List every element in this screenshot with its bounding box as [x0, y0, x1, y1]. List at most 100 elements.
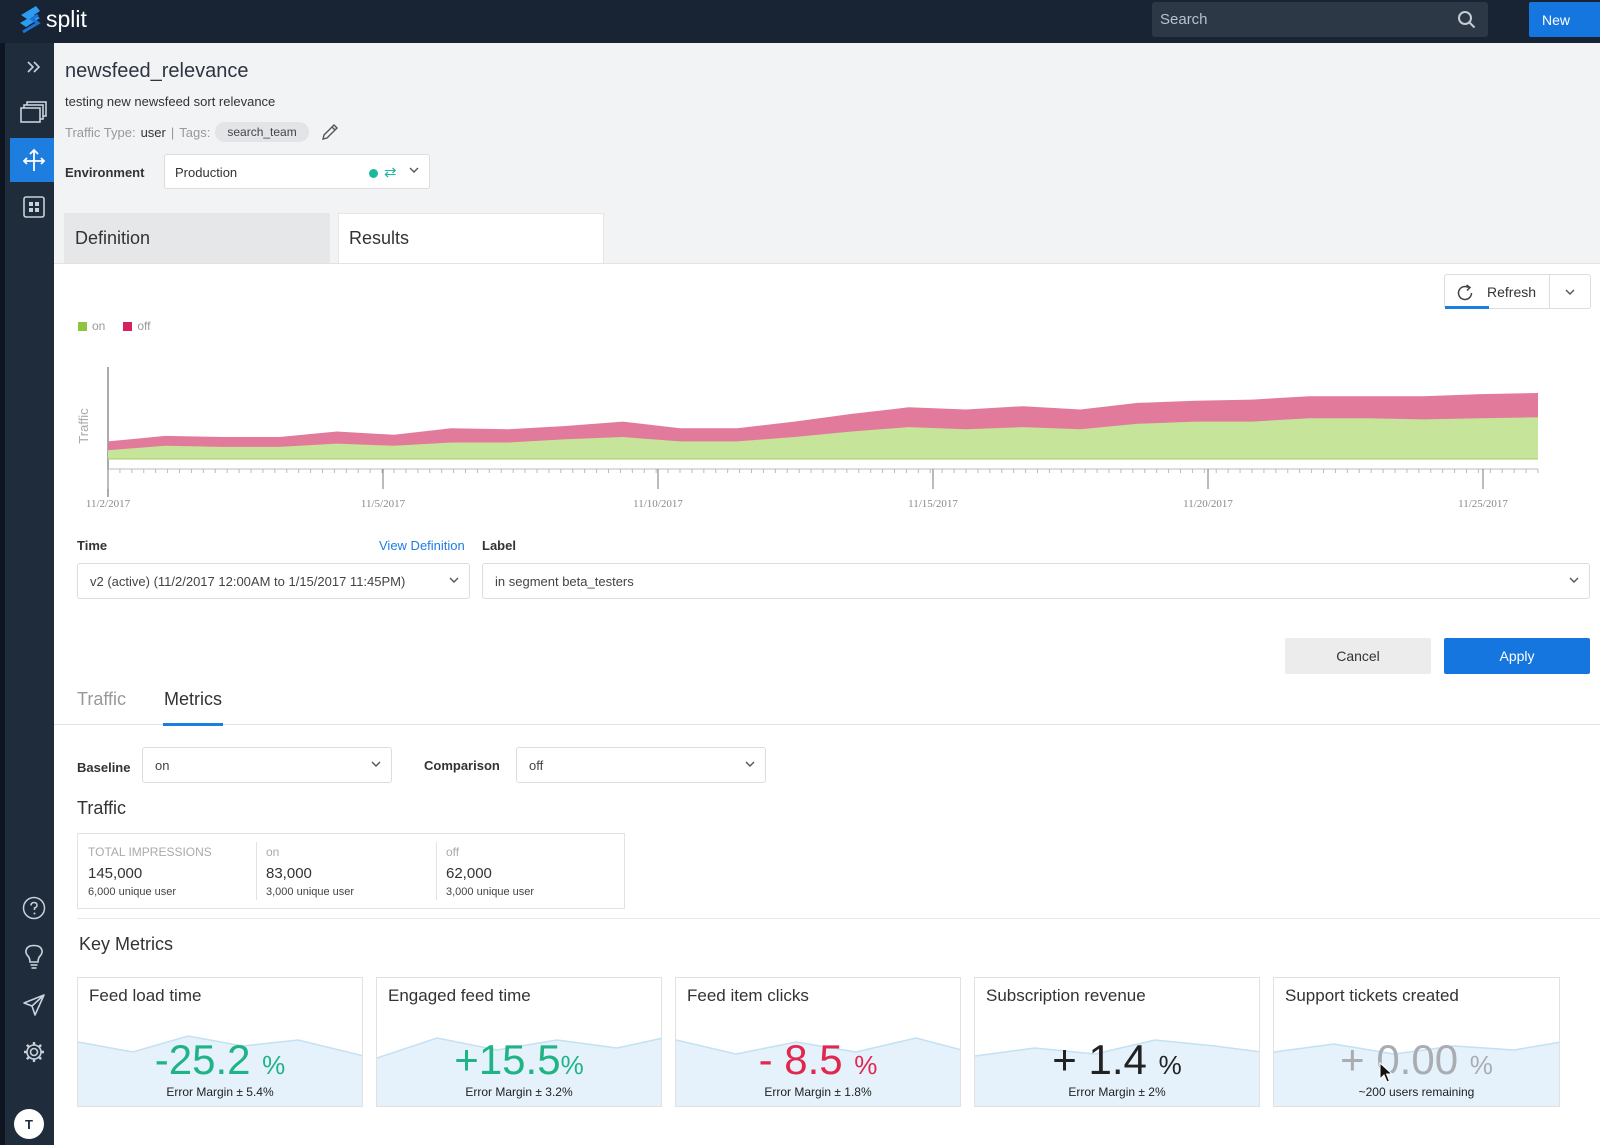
comparison-value: off [529, 758, 544, 773]
metric-card-value: - 8.5 % [676, 1036, 960, 1084]
tab-definition[interactable]: Definition [64, 213, 330, 263]
metric-card[interactable]: Engaged feed time +15.5% Error Margin ± … [376, 977, 662, 1107]
main-content: newsfeed_relevance testing new newsfeed … [54, 43, 1600, 1145]
metric-card[interactable]: Subscription revenue + 1.4 % Error Margi… [974, 977, 1260, 1107]
status-dot-icon [369, 169, 378, 178]
traffic-cell-header: off [446, 845, 460, 859]
traffic-cell-value: 62,000 [446, 865, 492, 882]
metric-card-title: Feed load time [89, 986, 202, 1005]
environment-select[interactable]: Production ⇄ [164, 154, 430, 189]
chevron-down-icon [1569, 577, 1579, 583]
metric-card[interactable]: Support tickets created + 0.00 % ~200 us… [1273, 977, 1560, 1107]
legend-item-off: off [123, 319, 150, 333]
metric-value: + 1.4 [1052, 1036, 1147, 1083]
environment-value: Production [175, 165, 238, 180]
nav-item-splits[interactable] [10, 138, 58, 182]
split-logo[interactable]: split [16, 4, 87, 34]
metric-card-sub: Error Margin ± 2% [1068, 1085, 1166, 1099]
split-meta: Traffic Type: user | Tags: search_team [65, 122, 340, 142]
top-bar: split Search New [0, 0, 1600, 43]
brand-name: split [46, 5, 87, 32]
metric-card[interactable]: Feed load time -25.2 % Error Margin ± 5.… [77, 977, 363, 1107]
metric-card-sub: Error Margin ± 5.4% [166, 1085, 274, 1099]
sparkline-background [975, 1039, 1259, 1106]
chart-legend: on off [78, 319, 150, 333]
nav-item-settings[interactable] [10, 1030, 58, 1074]
chevron-down-icon [1565, 289, 1575, 295]
comparison-label: Comparison [424, 758, 500, 773]
split-logo-icon [20, 6, 41, 34]
baseline-select[interactable]: on [142, 747, 392, 783]
sparkline-background [377, 1037, 661, 1106]
lightbulb-icon [25, 944, 43, 969]
nav-item-feedback[interactable] [10, 983, 58, 1027]
metric-value: - 8.5 [758, 1036, 843, 1083]
search-placeholder: Search [1160, 11, 1208, 28]
traffic-cell-header: on [266, 845, 280, 859]
time-label: Time [77, 538, 108, 553]
metric-card-sub: Error Margin ± 3.2% [465, 1085, 573, 1099]
double-chevron-right-icon [27, 61, 41, 73]
tab-traffic[interactable]: Traffic [77, 689, 127, 709]
x-tick-label: 11/2/2017 [86, 498, 131, 510]
pencil-icon[interactable] [320, 122, 340, 142]
metric-unit: % [854, 1050, 878, 1080]
traffic-cell-value: 83,000 [266, 865, 312, 882]
split-description: testing new newsfeed sort relevance [65, 94, 276, 109]
tags-label: Tags: [179, 124, 211, 140]
traffic-section-title: Traffic [77, 798, 127, 818]
traffic-cell-value: 145,000 [88, 865, 143, 882]
avatar[interactable]: T [14, 1109, 44, 1139]
metric-value: +15.5 [454, 1036, 561, 1083]
cancel-button[interactable]: Cancel [1285, 638, 1431, 674]
sparkline-background [1274, 1041, 1559, 1106]
meta-separator: | [170, 124, 175, 140]
metric-card-value: +15.5% [377, 1036, 661, 1084]
metric-card-sub: Error Margin ± 1.8% [764, 1085, 872, 1099]
metric-card-title: Engaged feed time [388, 986, 531, 1005]
label-value: in segment beta_testers [495, 574, 634, 589]
nav-item-help[interactable] [10, 886, 58, 930]
nav-item-ideas[interactable] [10, 935, 58, 979]
refresh-label: Refresh [1487, 284, 1537, 300]
expand-nav-button[interactable] [10, 45, 58, 89]
nav-item-dashboard[interactable] [10, 185, 58, 229]
metric-card-title: Support tickets created [1285, 986, 1459, 1005]
sparkline-background [676, 1037, 960, 1106]
chevron-down-icon [745, 761, 755, 767]
search-input[interactable]: Search [1152, 2, 1488, 37]
traffic-cell-off: off 62,000 3,000 unique user [436, 834, 624, 908]
view-definition-link[interactable]: View Definition [379, 538, 465, 553]
header-divider [54, 263, 1600, 264]
grid-icon [23, 196, 45, 218]
swap-arrows-icon[interactable]: ⇄ [384, 164, 397, 181]
chevron-down-icon [449, 577, 459, 583]
metric-card-value: + 1.4 % [975, 1036, 1259, 1084]
mouse-cursor-icon [1379, 1062, 1393, 1083]
comparison-select[interactable]: off [516, 747, 766, 783]
traffic-cell-sub: 3,000 unique user [446, 886, 535, 898]
label-select[interactable]: in segment beta_testers [482, 563, 1590, 599]
metric-unit: % [560, 1050, 584, 1080]
tab-metrics[interactable]: Metrics [164, 689, 222, 709]
metric-card-title: Subscription revenue [986, 986, 1146, 1005]
tag-pill[interactable]: search_team [215, 122, 309, 142]
metric-card-sub: ~200 users remaining [1358, 1085, 1475, 1099]
traffic-type-label: Traffic Type: [65, 124, 136, 140]
apply-button[interactable]: Apply [1444, 638, 1590, 674]
refresh-options-dropdown[interactable] [1549, 274, 1591, 309]
baseline-value: on [155, 758, 170, 773]
traffic-cell-on: on 83,000 3,000 unique user [256, 834, 436, 908]
metric-card[interactable]: Feed item clicks - 8.5 % Error Margin ± … [675, 977, 961, 1107]
tab-results[interactable]: Results [338, 213, 604, 263]
metric-card-value: -25.2 % [78, 1036, 362, 1084]
metric-unit: % [262, 1050, 286, 1080]
new-button[interactable]: New [1529, 2, 1600, 37]
time-select[interactable]: v2 (active) (11/2/2017 12:00AM to 1/15/2… [77, 563, 470, 599]
traffic-type-value: user [140, 124, 166, 140]
nav-item-layers[interactable] [10, 90, 58, 134]
search-icon[interactable] [1457, 10, 1476, 29]
environment-label: Environment [65, 165, 145, 180]
refresh-button[interactable]: Refresh [1444, 274, 1550, 309]
label-label: Label [482, 538, 516, 553]
